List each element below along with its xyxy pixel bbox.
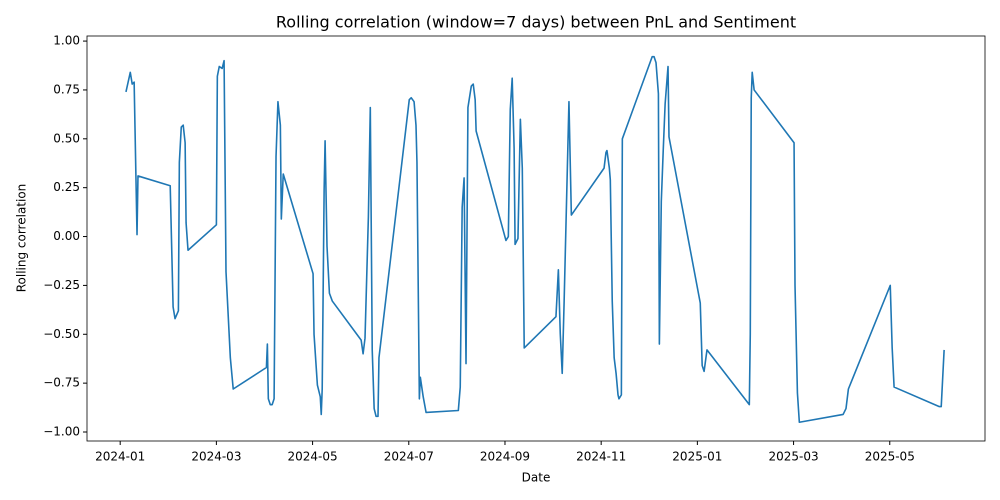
x-axis-label: Date [522, 471, 551, 485]
y-tick-label: 0.50 [53, 131, 80, 145]
x-tick-label: 2024-05 [288, 450, 338, 464]
x-tick-label: 2025-01 [672, 450, 722, 464]
x-tick-label: 2024-01 [95, 450, 145, 464]
plot-frame [86, 35, 986, 442]
y-tick-label: −0.50 [43, 327, 80, 341]
line [125, 55, 945, 424]
y-tick-label: 0.25 [53, 180, 80, 194]
x-tick-label: 2024-11 [576, 450, 626, 464]
chart-title: Rolling correlation (window=7 days) betw… [276, 13, 796, 32]
y-axis-label: Rolling correlation [15, 184, 29, 293]
x-tick-label: 2025-05 [865, 450, 915, 464]
y-tick-label: 1.00 [53, 34, 80, 48]
y-tick-label: 0.00 [53, 229, 80, 243]
y-tick-label: −0.25 [43, 278, 80, 292]
x-tick-label: 2025-03 [768, 450, 818, 464]
y-tick-label: −0.75 [43, 376, 80, 390]
x-tick-label: 2024-03 [191, 450, 241, 464]
x-tick-label: 2024-07 [384, 450, 434, 464]
y-tick-label: 0.75 [53, 82, 80, 96]
x-tick-label: 2024-09 [480, 450, 530, 464]
y-tick-label: −1.00 [43, 425, 80, 439]
